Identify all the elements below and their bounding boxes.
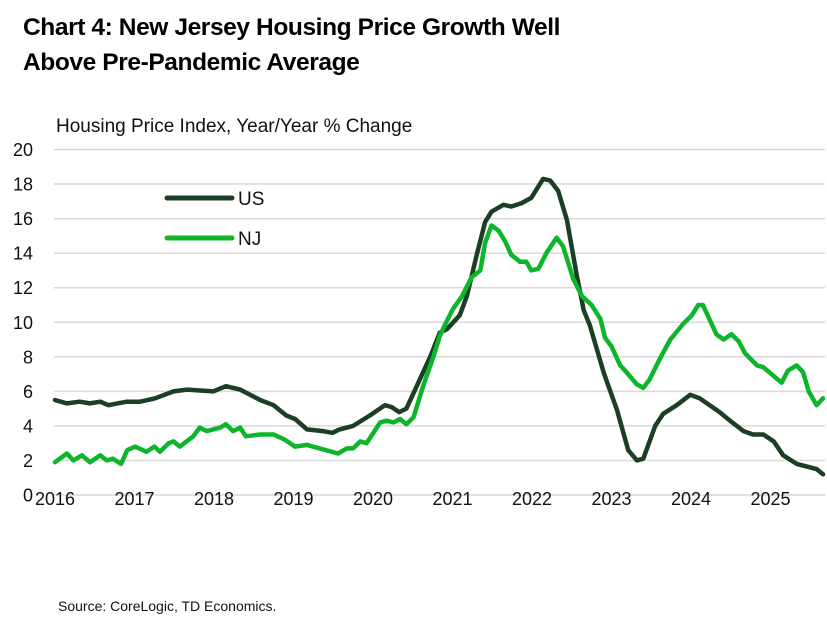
x-tick-label: 2021 [432,489,472,509]
x-tick-label: 2017 [114,489,154,509]
x-tick-label: 2020 [353,489,393,509]
x-tick-label: 2024 [671,489,711,509]
series-line-us [52,176,826,477]
chart-subtitle: Housing Price Index, Year/Year % Change [56,116,412,137]
legend-label-us: US [238,189,264,210]
y-tick-label: 6 [23,382,33,402]
y-tick-label: 18 [13,175,33,195]
x-tick-label: 2018 [194,489,234,509]
x-tick-label: 2025 [750,489,790,509]
chart-title-line-1: Chart 4: New Jersey Housing Price Growth… [23,14,560,41]
legend-label-nj: NJ [238,229,261,250]
x-axis-tick-labels: 2016 2017 2018 2019 2020 2021 2022 2023 2024 2025 [35,489,791,509]
x-tick-label: 2019 [273,489,313,509]
y-tick-label: 12 [13,278,33,298]
x-tick-label: 2016 [35,489,75,509]
x-tick-label: 2023 [591,489,631,509]
y-tick-label: 16 [13,209,33,229]
source-note: Source: CoreLogic, TD Economics. [58,598,276,614]
data-points-nj [54,225,824,465]
y-tick-label: 14 [13,244,33,264]
y-tick-label: 20 [13,140,33,160]
chart-title-line-2: Above Pre-Pandemic Average [23,49,359,76]
y-tick-label: 8 [23,347,33,367]
y-tick-label: 2 [23,451,33,471]
y-tick-label: 4 [23,416,33,436]
y-tick-label: 10 [13,313,33,333]
legend: US NJ [164,189,264,250]
series-line-nj [52,223,826,467]
gridlines [54,148,825,496]
y-axis-tick-labels: 0 2 4 6 8 10 12 14 16 18 20 [13,140,33,506]
y-tick-label: 0 [23,486,33,506]
x-tick-label: 2022 [512,489,552,509]
series-lines [52,176,826,477]
data-points-us [54,178,824,475]
